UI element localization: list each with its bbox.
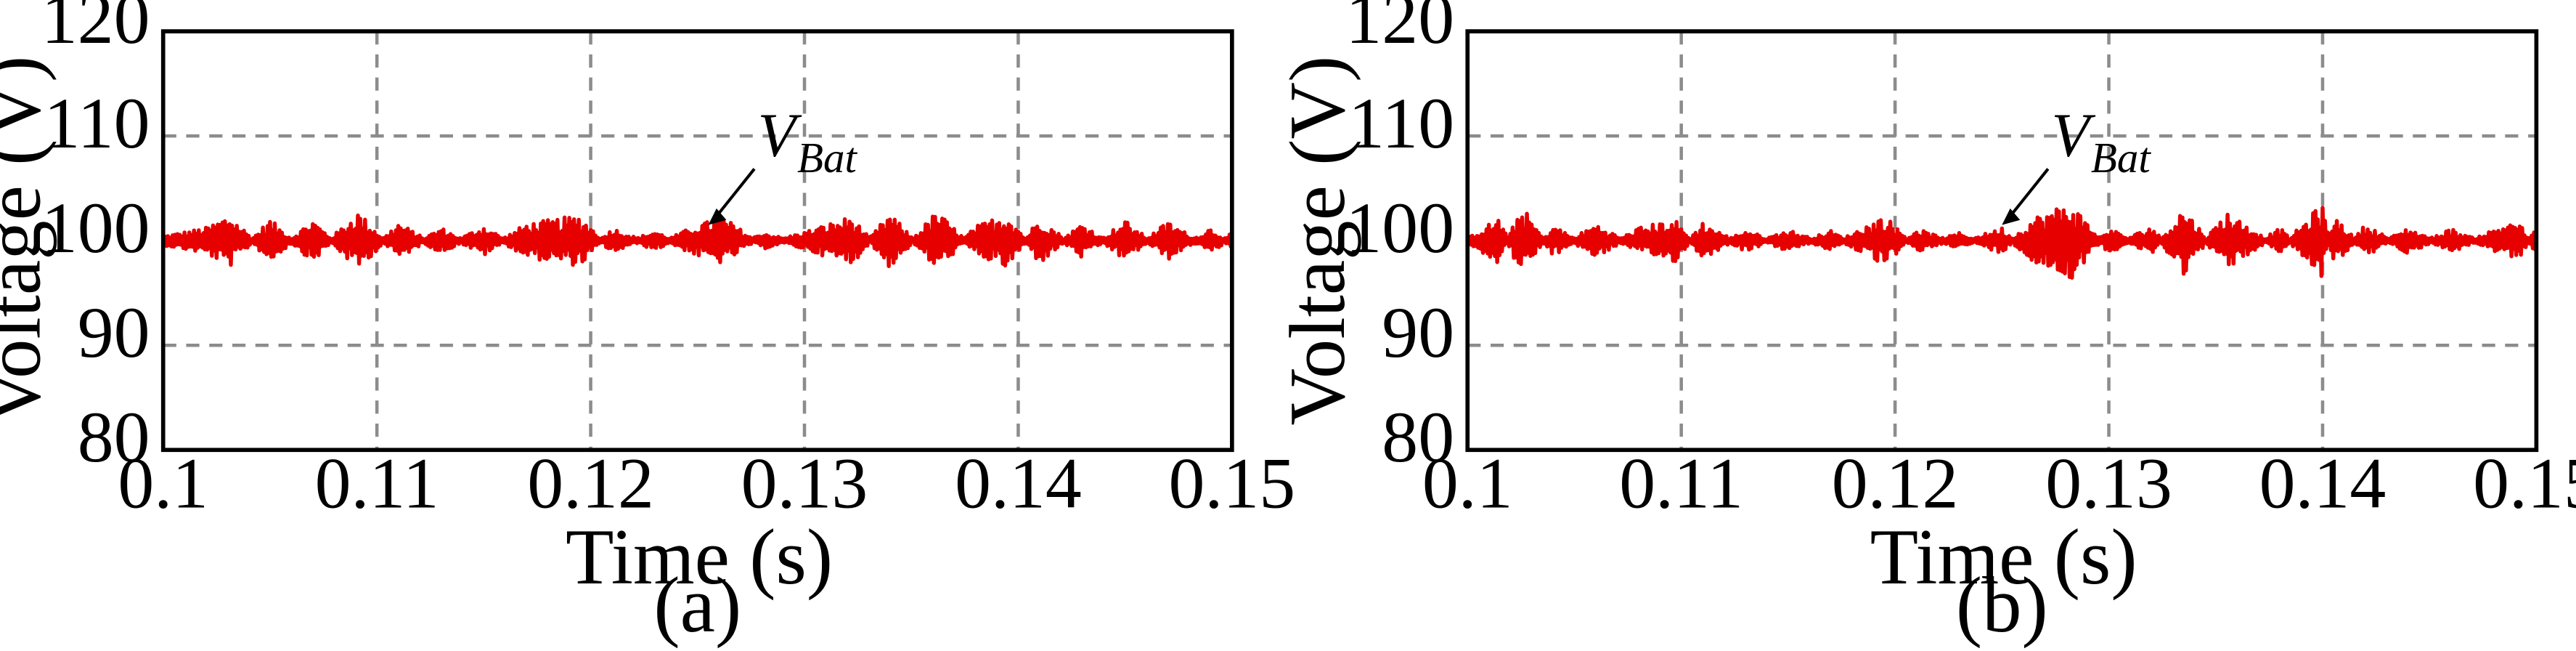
x-tick-label: 0.1 <box>118 443 208 524</box>
annotation-label: V <box>2051 100 2095 169</box>
annotation-arrow <box>2007 168 2050 219</box>
x-tick-label: 0.1 <box>1422 443 1513 524</box>
y-tick-label: 90 <box>78 292 150 373</box>
y-tick-label: 100 <box>1345 187 1454 268</box>
x-tick-label: 0.15 <box>2473 443 2576 524</box>
annotation-arrow <box>713 168 756 219</box>
series-line <box>161 213 1234 269</box>
panel-label: (b) <box>1956 561 2048 649</box>
y-axis-label: Voltage (V) <box>0 56 57 426</box>
y-tick-label: 120 <box>41 0 150 59</box>
annotation-subscript: Bat <box>2091 134 2152 182</box>
y-tick-label: 110 <box>1348 83 1454 163</box>
x-tick-label: 0.12 <box>1832 443 1959 524</box>
chart-panel-b: 0.1 0.11 0.12 0.13 0.14 0.15 80 90 100 110 120 Time… <box>1273 0 2576 649</box>
annotation-label: V <box>758 100 802 169</box>
y-tick-label: 80 <box>78 397 150 477</box>
x-tick-label: 0.12 <box>527 443 654 524</box>
y-tick-label: 100 <box>41 187 150 268</box>
y-tick-label: 80 <box>1382 397 1454 477</box>
arrow-head <box>2002 208 2021 225</box>
plot-frame <box>160 29 1234 453</box>
x-tick-label: 0.11 <box>315 443 439 524</box>
plot-frame <box>1465 29 2539 453</box>
x-tick-label: 0.13 <box>741 443 868 524</box>
x-tick-label: 0.13 <box>2045 443 2172 524</box>
x-axis-label: Time (s) <box>1870 513 2137 601</box>
y-tick-label: 90 <box>1382 292 1454 373</box>
series-line <box>1465 206 2539 280</box>
x-tick-label: 0.14 <box>955 443 1082 524</box>
annotation-subscript: Bat <box>797 134 858 182</box>
x-axis-label: Time (s) <box>566 513 833 601</box>
y-tick-label: 120 <box>1345 0 1454 59</box>
chart-panel-a: 0.1 0.11 0.12 0.13 0.14 0.15 80 90 100 110 120 Time… <box>0 0 1295 649</box>
panel-label: (a) <box>653 561 741 649</box>
arrow-head <box>708 208 727 225</box>
x-tick-label: 0.14 <box>2259 443 2387 524</box>
x-tick-label: 0.15 <box>1169 443 1296 524</box>
y-tick-label: 110 <box>44 83 150 163</box>
x-tick-label: 0.11 <box>1619 443 1743 524</box>
y-axis-label: Voltage (V) <box>1273 56 1361 426</box>
